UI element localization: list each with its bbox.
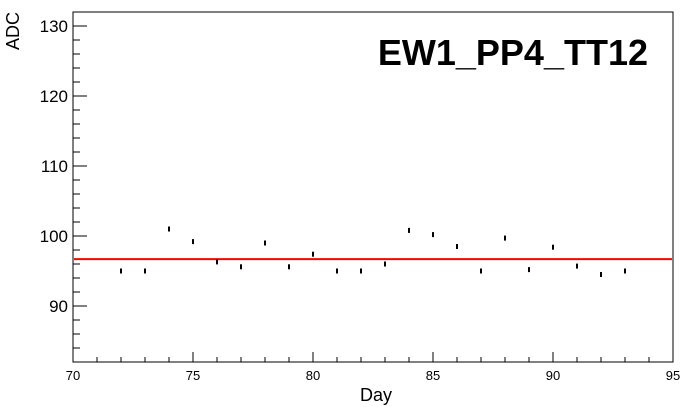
- data-point: [312, 251, 314, 257]
- chart-title: EW1_PP4_TT12: [378, 32, 648, 73]
- y-axis-title: ADC: [3, 12, 23, 50]
- data-point: [240, 264, 242, 270]
- y-tick-label: 110: [41, 157, 68, 176]
- data-point: [168, 226, 170, 232]
- x-axis: 70 75 80 85 90 95: [66, 352, 680, 383]
- data-point: [264, 240, 266, 246]
- data-point: [408, 227, 410, 233]
- data-point: [552, 244, 554, 250]
- x-tick-label: 95: [666, 368, 680, 383]
- y-tick-label: 100: [40, 227, 68, 246]
- x-tick-label: 75: [186, 368, 200, 383]
- data-point: [600, 272, 602, 277]
- data-point: [120, 268, 122, 274]
- data-point: [360, 268, 362, 274]
- data-point: [576, 263, 578, 269]
- data-point: [504, 235, 506, 241]
- x-tick-label: 70: [66, 368, 80, 383]
- data-point: [456, 244, 458, 249]
- data-points: [120, 226, 626, 277]
- data-point: [192, 239, 194, 245]
- y-tick-label: 130: [40, 17, 68, 36]
- y-tick-label: 120: [40, 87, 68, 106]
- data-point: [432, 232, 434, 238]
- y-tick-label: 90: [49, 297, 68, 316]
- data-point: [480, 268, 482, 274]
- data-point: [144, 268, 146, 274]
- plot-frame: [72, 11, 674, 363]
- x-tick-label: 80: [306, 368, 320, 383]
- y-axis: 90 100 110 120 130: [40, 11, 87, 363]
- x-tick-label: 85: [426, 368, 440, 383]
- data-point: [528, 267, 530, 273]
- x-axis-title: Day: [360, 385, 392, 405]
- data-point: [216, 259, 218, 265]
- data-point: [336, 268, 338, 274]
- data-point: [288, 264, 290, 270]
- data-point: [384, 261, 386, 267]
- data-point: [624, 268, 626, 274]
- x-tick-label: 90: [546, 368, 560, 383]
